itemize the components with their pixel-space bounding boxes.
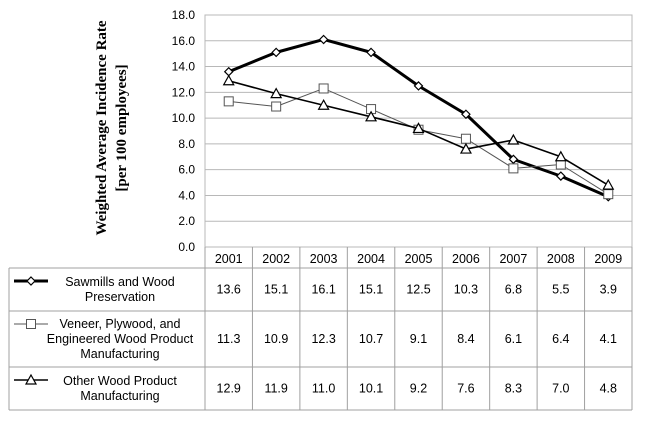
data-point [554, 150, 567, 162]
table-cell-value: 13.6 [217, 283, 241, 297]
data-point [603, 189, 614, 200]
legend-label-line: Other Wood Product [63, 374, 177, 388]
legend-label-line: Manufacturing [80, 389, 159, 403]
legend-label-line: Manufacturing [80, 347, 159, 361]
y-tick-label: 18.0 [172, 8, 196, 22]
data-point [459, 142, 472, 154]
table-cell-value: 4.1 [600, 332, 617, 346]
data-point [602, 178, 615, 190]
data-point [271, 47, 282, 58]
data-point [271, 101, 282, 112]
table-cell-value: 7.0 [552, 382, 569, 396]
y-axis-title-line2: [per 100 employees] [114, 64, 130, 191]
series-2 [223, 83, 614, 200]
y-tick-label: 12.0 [172, 85, 196, 99]
data-point [317, 98, 330, 110]
series-1 [223, 34, 614, 202]
table-cell-value: 5.5 [552, 283, 569, 297]
legend-label-line: Engineered Wood Product [47, 332, 194, 346]
x-tick-label: 2005 [405, 252, 433, 266]
y-axis-title-line1: Weighted Average Incidence Rate [94, 20, 110, 235]
x-tick-label: 2003 [310, 252, 338, 266]
y-tick-label: 6.0 [178, 163, 195, 177]
y-tick-label: 4.0 [178, 188, 195, 202]
x-tick-label: 2009 [594, 252, 622, 266]
table-cell-value: 6.4 [552, 332, 569, 346]
data-point [413, 81, 424, 91]
table-cell-value: 7.6 [457, 382, 474, 396]
y-tick-label: 16.0 [172, 34, 196, 48]
y-tick-labels: 0.0 2.0 4.0 6.0 8.0 10.0 12.0 14.0 16.0 18.0 [172, 8, 196, 254]
table-cell-value: 12.3 [311, 332, 335, 346]
table-cell-value: 15.1 [264, 283, 288, 297]
data-point [366, 47, 376, 58]
x-tick-label: 2008 [547, 252, 575, 266]
legend-key-marker [24, 373, 38, 385]
data-point [270, 87, 283, 99]
data-point [318, 34, 329, 45]
legend-key-marker [26, 319, 36, 329]
table-cell-value: 6.8 [505, 283, 522, 297]
y-tick-label: 8.0 [178, 137, 195, 151]
table-cell-value: 3.9 [600, 283, 617, 297]
table-cell-value: 12.9 [217, 382, 241, 396]
table-cell-value: 9.1 [410, 332, 427, 346]
legend-label-line: Preservation [85, 290, 155, 304]
legend-label-line: Veneer, Plywood, and [60, 317, 181, 331]
table-cell-value: 11.3 [217, 332, 240, 346]
table-cell-value: 15.1 [359, 283, 383, 297]
data-point [555, 171, 566, 181]
table-cell-value: 16.1 [311, 283, 335, 297]
data-point [507, 133, 520, 145]
y-tick-label: 10.0 [172, 111, 196, 125]
table-cell-value: 10.9 [264, 332, 288, 346]
data-point [508, 163, 519, 174]
y-tick-label: 14.0 [172, 60, 196, 74]
y-axis-title: Weighted Average Incidence Rate [per 100… [94, 20, 130, 235]
plot-area-border [204, 14, 633, 248]
table-cell-value: 11.0 [312, 382, 335, 396]
data-point [461, 109, 471, 120]
y-tick-label: 2.0 [178, 214, 195, 228]
table-cell-value: 8.3 [505, 382, 522, 396]
table-cell-value: 12.5 [406, 283, 430, 297]
x-tick-label: 2002 [262, 252, 290, 266]
series-lines [222, 34, 615, 202]
data-point [460, 133, 471, 144]
data-point [365, 110, 378, 122]
table-cell-value: 6.1 [505, 332, 522, 346]
x-tick-label: 2007 [499, 252, 527, 266]
legend-key-marker [26, 276, 36, 286]
x-tick-label: 2006 [452, 252, 480, 266]
data-point [223, 96, 234, 107]
table-cell-value: 10.3 [454, 283, 478, 297]
data-table: 2001 2002 2003 2004 2005 2006 2007 2008 2009 Sawm… [8, 247, 633, 411]
y-tick-label: 0.0 [178, 240, 195, 254]
table-cell-value: 4.8 [600, 382, 617, 396]
table-cell-value: 9.2 [410, 382, 427, 396]
x-tick-label: 2001 [215, 252, 243, 266]
legend-label-line: Sawmills and Wood [65, 275, 175, 289]
table-cell-value: 10.7 [359, 332, 383, 346]
data-point [222, 74, 235, 86]
data-point [508, 154, 519, 165]
data-point [318, 83, 329, 94]
table-cell-value: 10.1 [359, 382, 383, 396]
gridlines [204, 14, 633, 248]
x-tick-label: 2004 [357, 252, 385, 266]
series-3 [222, 74, 615, 190]
data-point [412, 122, 425, 134]
table-cell-value: 11.9 [264, 382, 287, 396]
table-cell-value: 8.4 [457, 332, 474, 346]
series-line [228, 87, 609, 195]
